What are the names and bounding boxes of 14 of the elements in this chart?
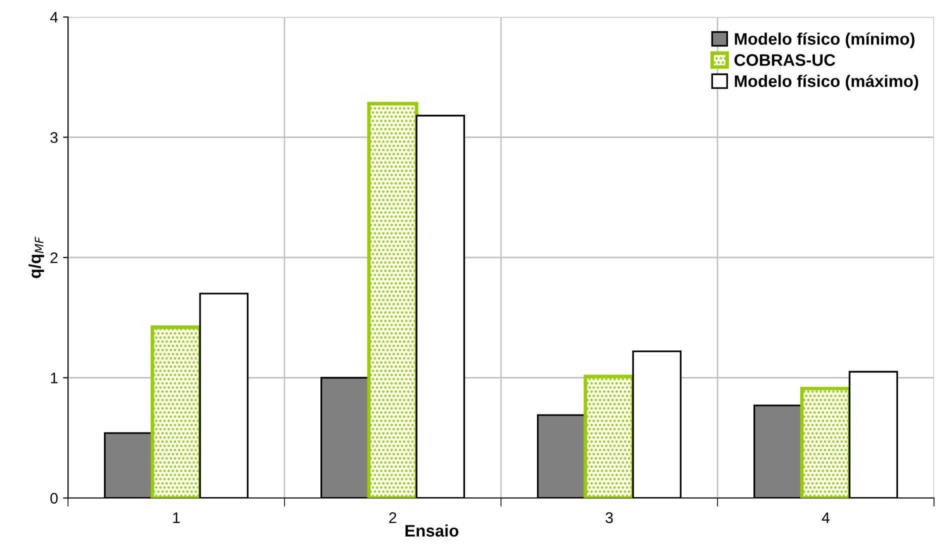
y-axis-title: q/q$_{MF}$ bbox=[28, 236, 44, 278]
x-axis-title: Ensaio bbox=[406, 524, 458, 537]
x-tick-label: 3 bbox=[606, 512, 613, 524]
legend-label: Modelo físico (mínimo) bbox=[734, 32, 914, 48]
legend-label: COBRAS-UC bbox=[734, 54, 836, 66]
x-tick-label: 2 bbox=[389, 512, 396, 523]
x-tick-label: 1 bbox=[173, 512, 180, 523]
y-tick-label: 1 bbox=[50, 372, 58, 384]
x-tick-label: 4 bbox=[822, 512, 830, 523]
y-tick-label: 4 bbox=[50, 12, 58, 23]
y-tick-label: 0 bbox=[50, 492, 58, 504]
y-tick-label: 2 bbox=[50, 252, 58, 264]
legend-label: Modelo físico (máximo) bbox=[734, 74, 918, 90]
y-tick-label: 3 bbox=[50, 132, 58, 143]
